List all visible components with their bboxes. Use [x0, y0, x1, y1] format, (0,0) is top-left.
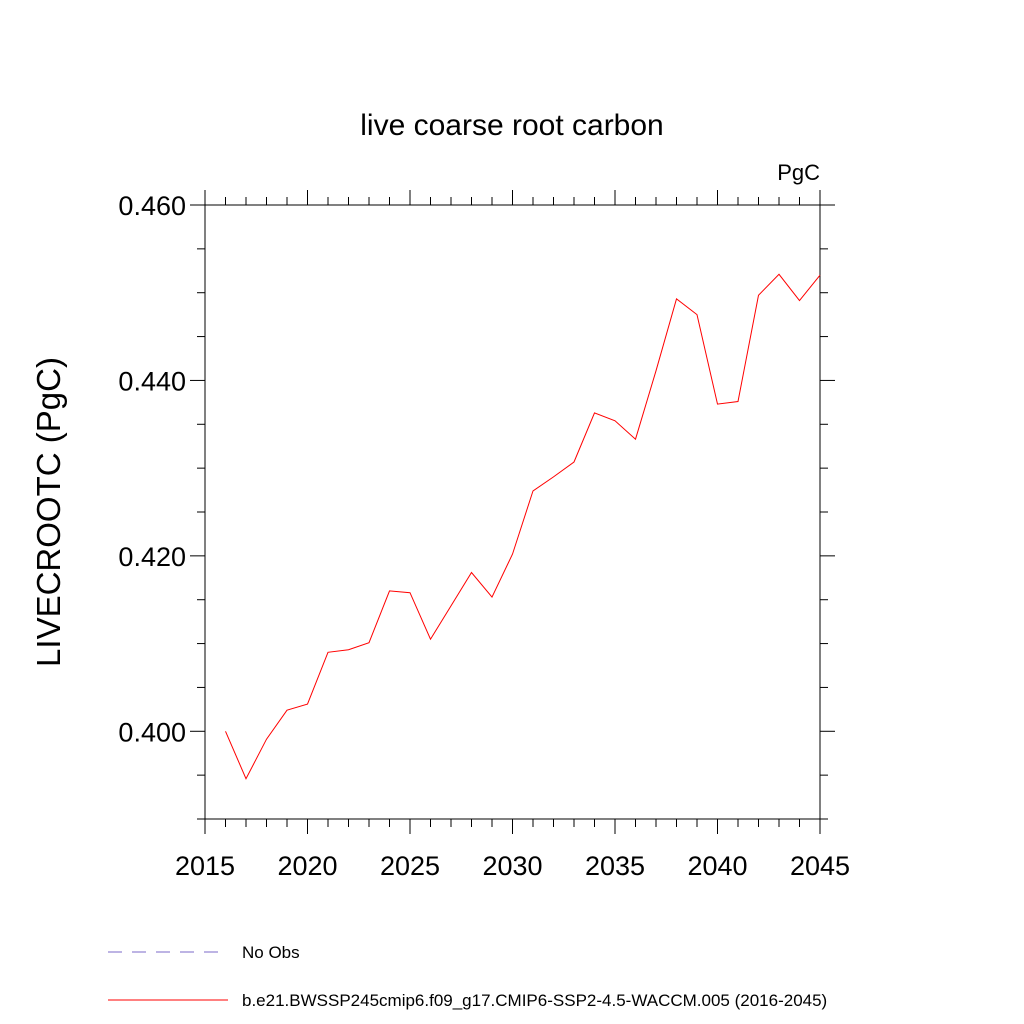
legend-label: b.e21.BWSSP245cmip6.f09_g17.CMIP6-SSP2-4…	[242, 991, 827, 1010]
y-tick-label: 0.440	[118, 366, 186, 396]
y-tick-label: 0.460	[118, 191, 186, 221]
x-tick-label: 2035	[585, 851, 645, 881]
x-tick-label: 2030	[482, 851, 542, 881]
x-tick-labels: 2015 2020 2025 2030 2035 2040 2045	[175, 851, 850, 881]
x-tick-label: 2045	[790, 851, 850, 881]
legend: No Obs b.e21.BWSSP245cmip6.f09_g17.CMIP6-…	[108, 943, 827, 1010]
series-group	[225, 273, 821, 780]
y-tick-label: 0.400	[118, 717, 186, 747]
y-axis-label: LIVECROOTC (PgC)	[30, 357, 67, 667]
x-tick-label: 2020	[277, 851, 337, 881]
chart-units: PgC	[777, 160, 820, 185]
x-tick-label: 2040	[687, 851, 747, 881]
x-tick-label: 2025	[380, 851, 440, 881]
axis-ticks	[190, 190, 835, 834]
legend-label: No Obs	[242, 943, 300, 962]
series-line	[225, 273, 821, 780]
y-tick-labels: 0.400 0.420 0.440 0.460	[118, 191, 186, 747]
plot-frame	[204, 204, 821, 820]
x-tick-label: 2015	[175, 851, 235, 881]
y-tick-label: 0.420	[118, 542, 186, 572]
chart-title: live coarse root carbon	[360, 109, 664, 142]
